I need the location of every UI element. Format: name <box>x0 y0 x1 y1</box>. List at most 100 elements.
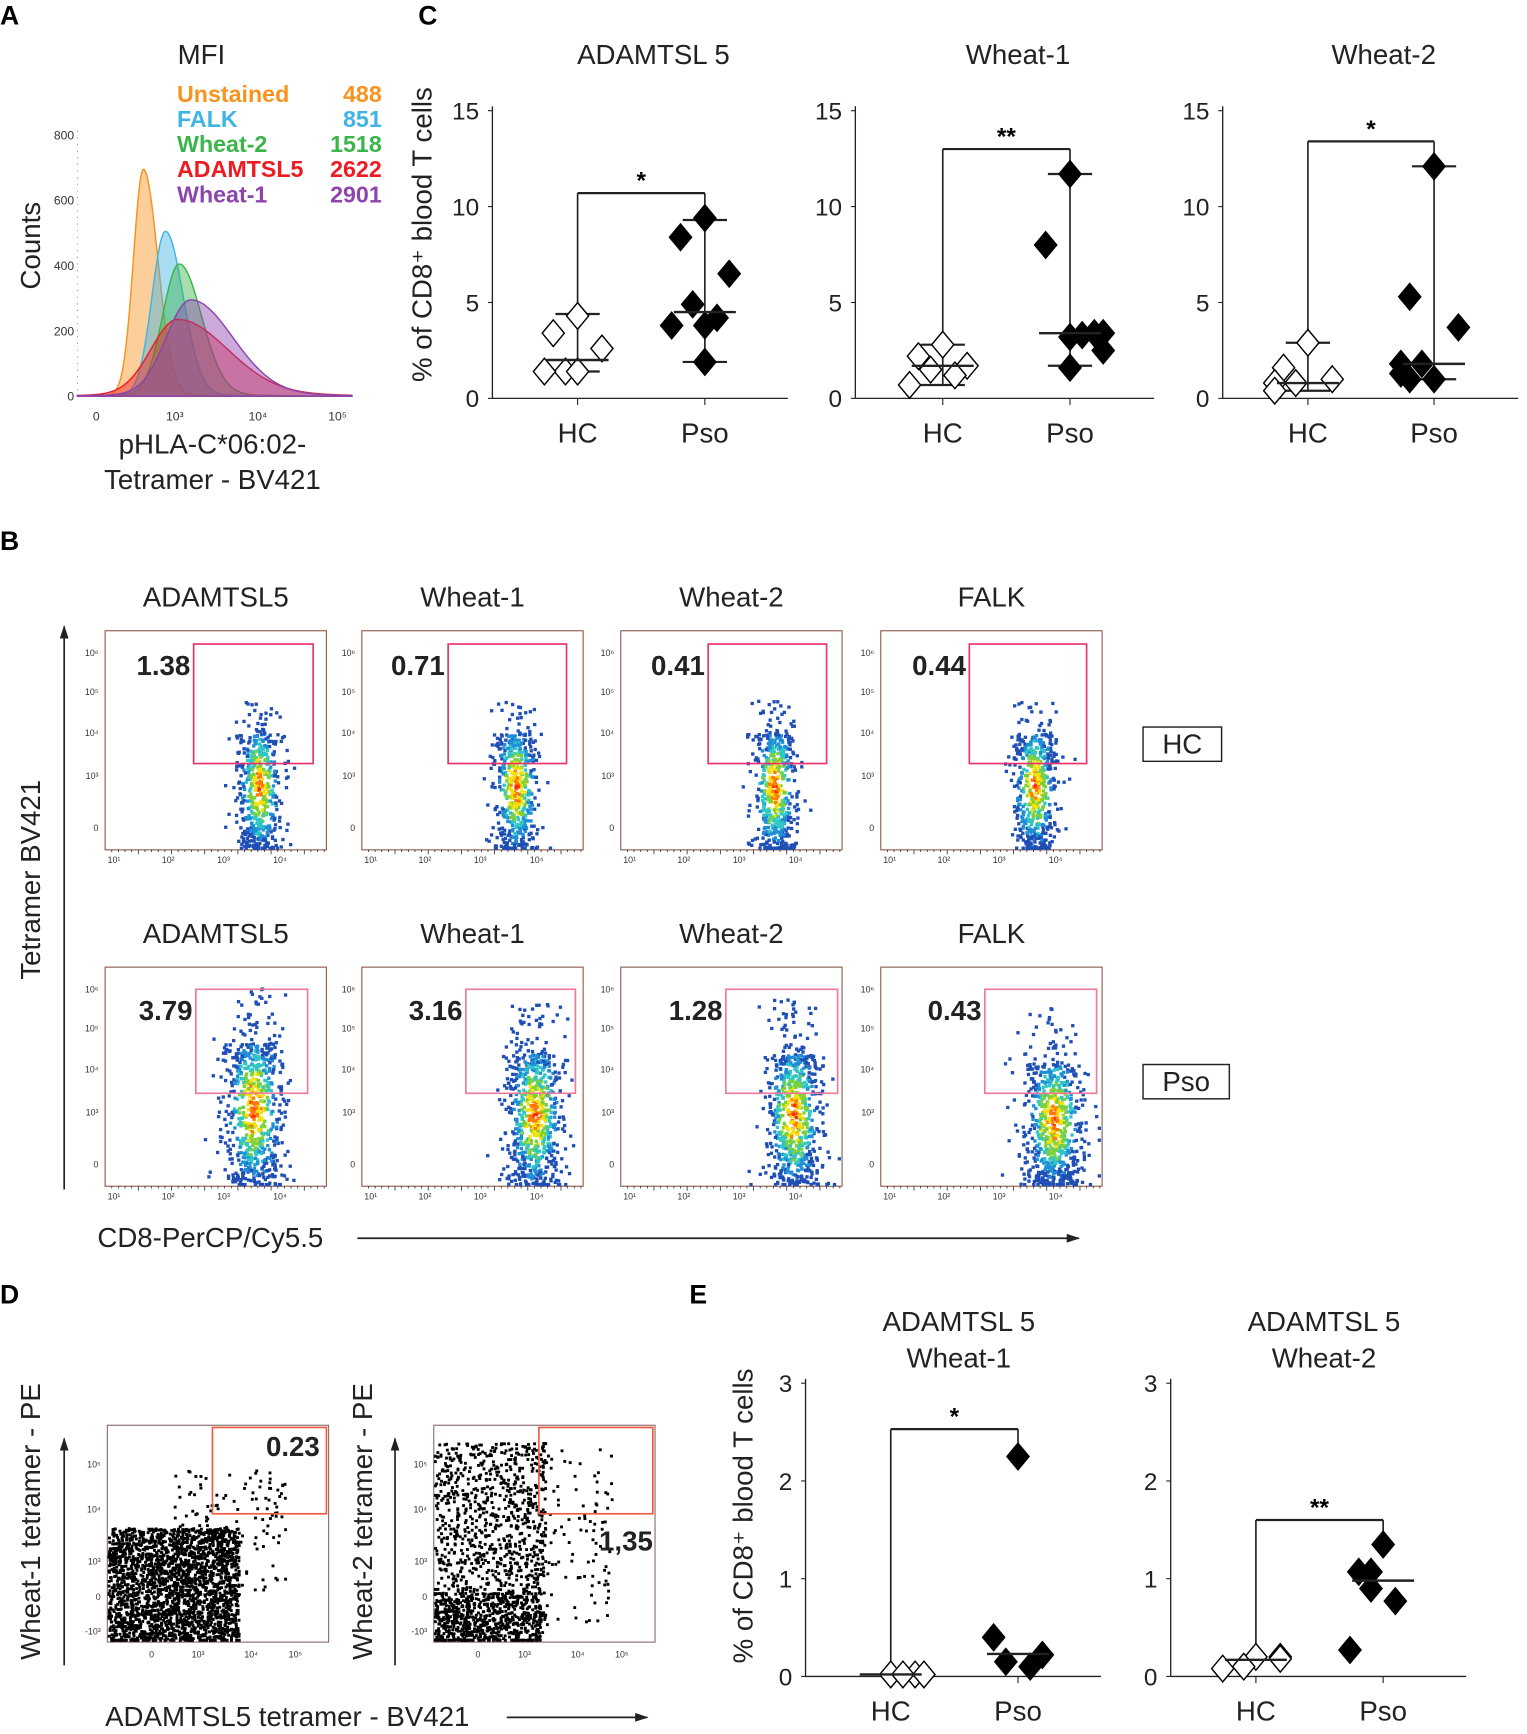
event-dot <box>250 768 255 772</box>
event-dot <box>766 817 770 821</box>
event-dot <box>1047 802 1052 807</box>
event-dot <box>760 809 765 813</box>
event-dot <box>251 1023 255 1027</box>
event-dot <box>524 711 528 715</box>
event-dot <box>525 1146 529 1151</box>
event-dot <box>756 787 761 791</box>
event-dot <box>787 764 791 768</box>
event-dot <box>553 1078 557 1083</box>
event-dot <box>254 702 258 706</box>
event-dot <box>261 1068 266 1073</box>
event-dot <box>252 772 256 777</box>
event-dot <box>797 1114 802 1118</box>
event-dot <box>509 747 513 752</box>
event-dot <box>800 760 804 765</box>
event-dot <box>805 1125 810 1130</box>
event-dot <box>756 827 761 832</box>
event-dot <box>785 1144 790 1148</box>
event-dot <box>1033 1159 1038 1163</box>
event-dot <box>784 846 788 850</box>
event-dot <box>503 748 507 753</box>
event-dot <box>794 1093 798 1097</box>
event-dot <box>258 1182 263 1187</box>
event-dot <box>778 833 782 838</box>
x-tick-label: 10² <box>677 1192 690 1202</box>
event-dot <box>277 799 282 803</box>
event-dot <box>1048 824 1052 829</box>
event-dot <box>799 1152 803 1157</box>
event-dot <box>773 707 777 711</box>
event-dot <box>789 1043 793 1047</box>
event-dot <box>529 1128 534 1133</box>
event-dot <box>556 1150 560 1155</box>
event-dot <box>517 1175 522 1180</box>
event-dot <box>503 742 507 747</box>
event-dot <box>526 1144 530 1148</box>
event-dot <box>274 739 278 744</box>
event-dot <box>239 1168 243 1172</box>
event-dot <box>544 1080 548 1084</box>
event-dot <box>231 1113 235 1117</box>
event-dot <box>505 1086 509 1090</box>
event-dot <box>518 1162 522 1166</box>
event-dot <box>1034 767 1038 771</box>
event-dot <box>506 1143 510 1148</box>
event-dot <box>1025 779 1029 783</box>
event-dot <box>1018 797 1023 802</box>
event-dot <box>516 784 520 789</box>
event-dot <box>768 731 772 735</box>
event-dot <box>777 825 782 829</box>
event-dot <box>791 752 796 756</box>
event-dot <box>280 1050 284 1054</box>
event-dot <box>515 1076 519 1081</box>
event-dot <box>805 1056 809 1060</box>
event-dot <box>242 1077 246 1081</box>
event-dot <box>1036 846 1040 850</box>
event-dot <box>1024 783 1028 787</box>
event-dot <box>507 1174 511 1178</box>
event-dot <box>782 710 786 715</box>
gate-percentage: 0.44 <box>912 650 966 681</box>
event-dot <box>500 1102 504 1106</box>
event-dot <box>782 1163 786 1167</box>
event-dot <box>252 839 256 843</box>
event-dot <box>790 1181 794 1185</box>
event-dot <box>1075 1170 1080 1174</box>
event-dot <box>795 1065 799 1069</box>
pso-data-point <box>1397 364 1422 394</box>
event-dot <box>771 776 775 780</box>
event-dot <box>509 1179 514 1184</box>
event-dot <box>519 1102 523 1107</box>
event-dot <box>773 1135 778 1140</box>
event-dot <box>234 720 239 724</box>
event-dot <box>1028 1012 1032 1017</box>
event-dot <box>235 1076 240 1081</box>
event-dot <box>558 1005 563 1009</box>
event-dot <box>270 1173 275 1177</box>
x-tick-label: 10¹ <box>108 855 121 865</box>
event-dot <box>267 760 271 764</box>
event-dot <box>272 750 276 754</box>
event-dot <box>535 845 540 849</box>
event-dot <box>253 1049 257 1053</box>
event-dot <box>798 1033 803 1037</box>
event-dot <box>519 754 523 758</box>
event-dot <box>537 1103 542 1107</box>
event-dot <box>774 733 778 737</box>
event-dot <box>268 733 272 737</box>
event-dot <box>522 783 527 787</box>
event-dot <box>277 1109 281 1113</box>
event-dot <box>808 1163 812 1167</box>
legend-mfi-value: 851 <box>343 106 382 132</box>
event-dot <box>261 1172 265 1176</box>
event-dot <box>766 833 771 837</box>
event-dot <box>768 782 772 786</box>
plot-frame <box>620 630 843 851</box>
event-dot <box>551 1175 555 1179</box>
event-dot <box>500 1147 505 1151</box>
event-dot <box>521 816 526 820</box>
event-dot <box>270 788 274 792</box>
event-dot <box>1083 1139 1087 1144</box>
event-dot <box>522 806 526 811</box>
event-dot <box>802 1097 806 1101</box>
